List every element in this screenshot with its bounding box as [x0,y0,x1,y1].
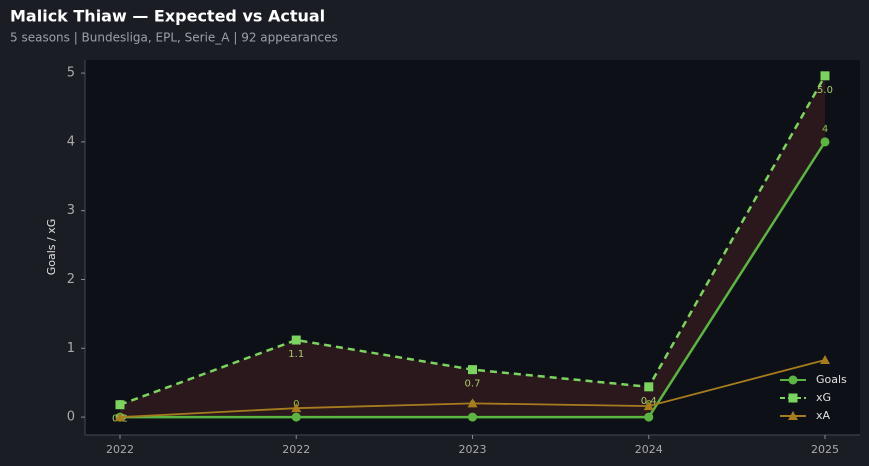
x-tick-label: 2025 [811,443,839,456]
point [820,137,830,147]
y-tick-label: 5 [67,66,75,81]
x-tick-label: 2023 [459,443,487,456]
legend-marker [788,393,798,403]
point [820,355,830,364]
point [468,365,477,375]
y-tick-label: 2 [67,272,75,287]
point [467,398,478,408]
data-label: 5.0 [817,85,833,96]
point [115,400,125,410]
point [291,403,302,413]
point [644,412,654,422]
data-label: 1.1 [288,349,304,360]
legend-marker [788,411,798,420]
point [820,71,830,81]
point [291,412,301,422]
y-tick-label: 0 [67,410,75,425]
x-tick-label: 2022 [106,443,134,456]
legend-label: xG [816,391,831,404]
point [291,335,301,345]
point [643,401,654,411]
data-label: 4 [822,124,828,135]
point [644,382,654,392]
y-tick-label: 4 [67,134,75,149]
chart-subtitle: 5 seasons | Bundesliga, EPL, Serie_A | 9… [10,31,338,45]
x-tick-label: 2024 [635,443,663,456]
data-label: 0.7 [465,379,481,390]
y-tick-label: 3 [67,203,75,218]
gap-area [120,75,825,418]
y-tick-label: 1 [67,341,75,356]
point [468,412,477,422]
legend-label: xA [816,409,831,422]
x-tick-label: 2022 [282,443,310,456]
y-axis-label: Goals / xG [45,219,58,276]
legend-marker [788,375,798,385]
point [115,412,125,422]
legend-label: Goals [816,373,847,386]
chart-title: Malick Thiaw — Expected vs Actual [10,7,325,26]
